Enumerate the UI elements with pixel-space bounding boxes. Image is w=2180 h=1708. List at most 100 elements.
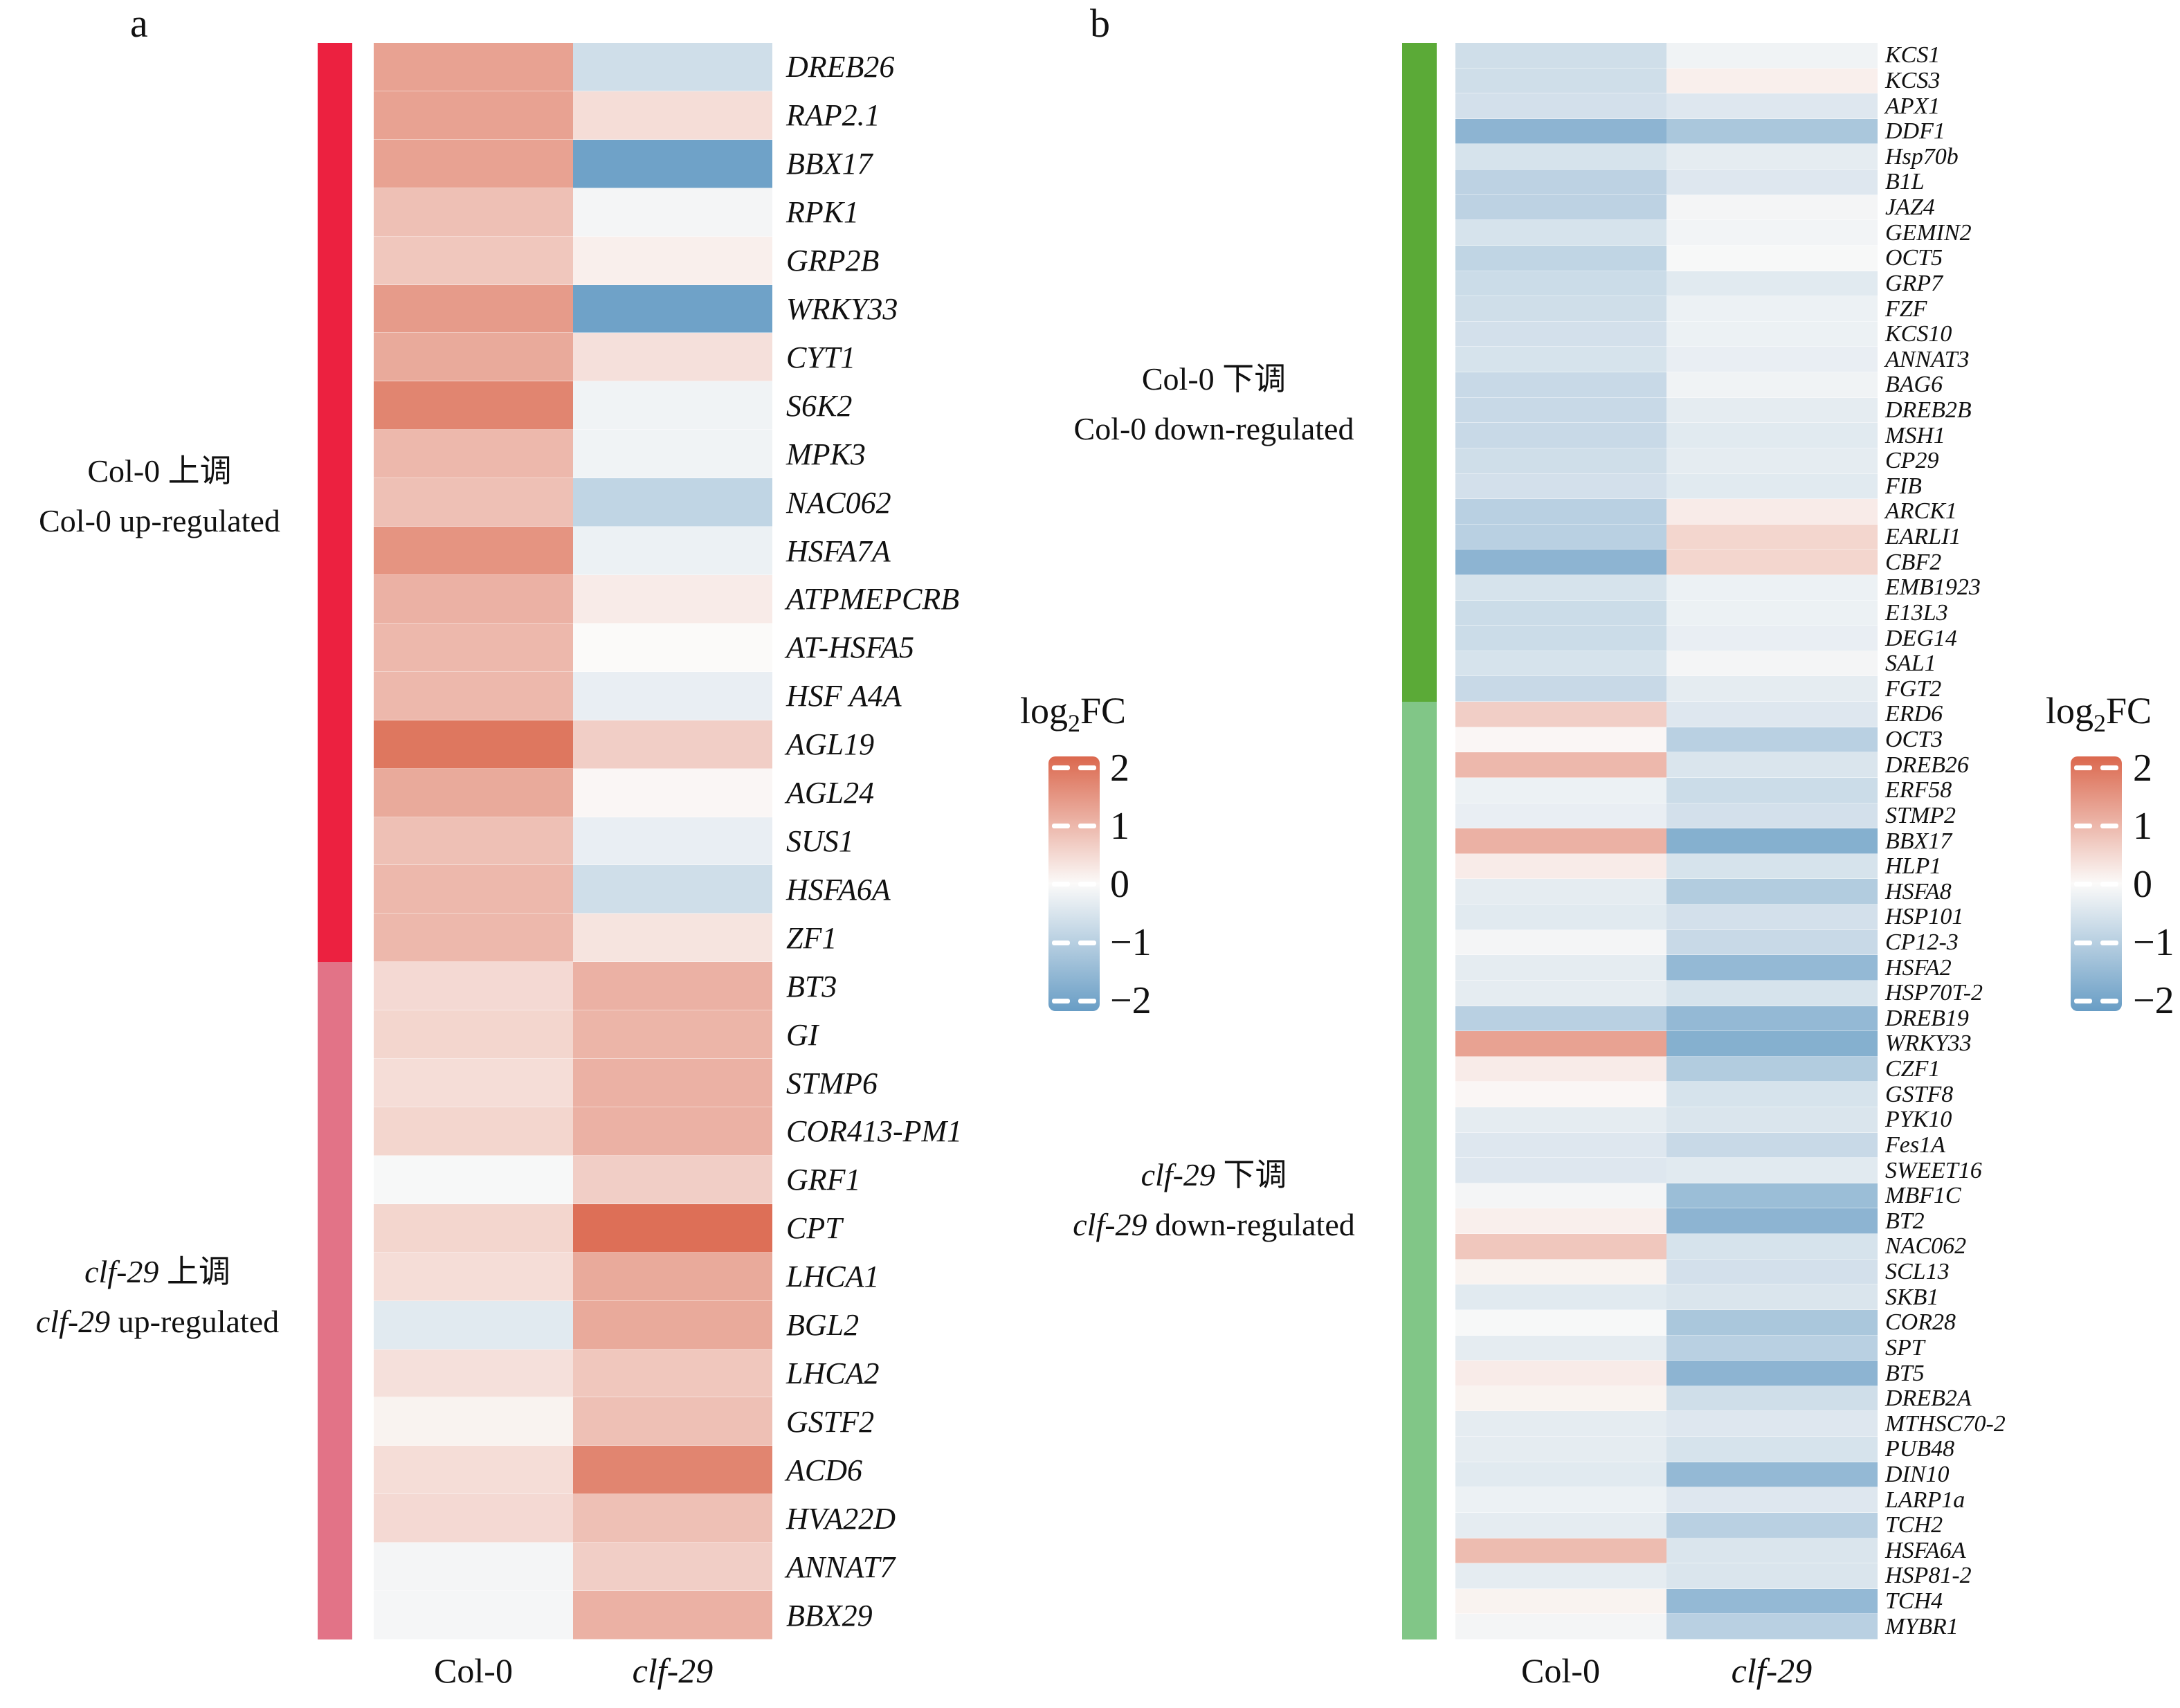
gene-row-label: ARCK1: [1885, 498, 1957, 525]
heatmap-cell: [1455, 828, 1666, 854]
heatmap-cell: [1666, 853, 1878, 880]
heatmap-cell: [1455, 220, 1666, 246]
heatmap-cell: [1666, 1132, 1878, 1159]
legend-tick-dash: [2100, 940, 2118, 945]
heatmap-cell: [374, 1203, 573, 1253]
heatmap-cell: [1455, 1259, 1666, 1285]
legend-tick-dash: [1052, 765, 1070, 771]
heatmap-cell: [1666, 473, 1878, 500]
gene-row-label: NAC062: [1885, 1233, 1967, 1260]
heatmap-cell: [1666, 1006, 1878, 1032]
heatmap-cell: [1666, 423, 1878, 448]
legend-title-part: log: [2046, 690, 2094, 732]
gene-row-label: SAL1: [1885, 651, 1936, 677]
heatmap-cell: [1666, 1361, 1878, 1386]
heatmap-cell: [573, 188, 772, 237]
group-annotation-b2: clf-29 下调 clf-29 down-regulated: [1030, 1150, 1398, 1250]
heatmap-cell: [1455, 144, 1666, 170]
gene-row-label: GEMIN2: [1885, 219, 1972, 246]
heatmap-cell: [1455, 777, 1666, 803]
heatmap-cell: [1455, 1158, 1666, 1183]
gene-row-label: COR28: [1885, 1309, 1956, 1336]
heatmap-cell: [573, 333, 772, 382]
annotation-line-zh: clf-29 上调: [0, 1247, 315, 1297]
heatmap-cell: [1666, 524, 1878, 550]
legend-title-part: FC: [1080, 690, 1127, 732]
gene-row-label: BT2: [1885, 1208, 1925, 1234]
gene-row-label: WRKY33: [1885, 1030, 1972, 1057]
legend-tick-dash: [2100, 998, 2118, 1003]
gene-row-label: GSTF8: [1885, 1081, 1954, 1107]
heatmap-cell: [374, 1494, 573, 1543]
heatmap-cell: [374, 1349, 573, 1398]
heatmap-cell: [1666, 600, 1878, 626]
heatmap-cell: [1666, 929, 1878, 956]
column-label-clf-29: clf-29: [632, 1651, 714, 1690]
gene-row-label: LHCA1: [786, 1260, 880, 1294]
heatmap-cell: [1666, 321, 1878, 347]
heatmap-cell: [1666, 220, 1878, 246]
heatmap-cell: [374, 1059, 573, 1107]
group-bar-b1: [1402, 43, 1437, 702]
gene-row-label: PYK10: [1885, 1107, 1952, 1133]
gene-row-label: MYBR1: [1885, 1613, 1959, 1639]
heatmap-cell: [1666, 828, 1878, 854]
gene-row-label: ANNAT3: [1885, 346, 1970, 372]
gene-row-label: APX1: [1885, 93, 1941, 119]
heatmap-cell: [1455, 448, 1666, 474]
heatmap-cell: [374, 768, 573, 817]
gene-row-label: RPK1: [786, 195, 860, 230]
heatmap-cell: [1455, 499, 1666, 525]
heatmap-cell: [374, 284, 573, 334]
gene-row-label: ERF58: [1885, 777, 1952, 803]
gene-row-label: GRP2B: [786, 244, 880, 278]
annotation-line-zh: Col-0 下调: [1030, 354, 1398, 404]
gene-row-label: DIN10: [1885, 1461, 1950, 1487]
heatmap-cell: [1666, 1487, 1878, 1513]
heatmap-cell: [1666, 803, 1878, 829]
heatmap-cell: [573, 1107, 772, 1156]
legend-tick-dash: [2074, 824, 2092, 829]
heatmap-cell: [1455, 1411, 1666, 1437]
legend-tick-dash: [1078, 882, 1096, 887]
annotation-text-segment: 上调: [158, 1254, 230, 1289]
heatmap-cell: [573, 1349, 772, 1398]
heatmap-cell: [1455, 321, 1666, 347]
legend-tick-dash: [2100, 882, 2118, 887]
gene-row-label: SUS1: [786, 824, 854, 858]
heatmap-cell: [1666, 549, 1878, 575]
heatmap-cell: [1455, 43, 1666, 69]
gene-row-label: DEG14: [1885, 625, 1957, 651]
heatmap-cell: [1666, 980, 1878, 1006]
gene-row-label: B1L: [1885, 169, 1925, 195]
heatmap-cell: [1455, 1006, 1666, 1032]
heatmap-cell: [573, 1155, 772, 1204]
gene-row-label: DREB2A: [1885, 1386, 1972, 1412]
heatmap-cell: [374, 236, 573, 285]
heatmap-cell: [1666, 1284, 1878, 1310]
gene-row-label: HSP70T-2: [1885, 980, 1983, 1006]
heatmap-cell: [1666, 296, 1878, 322]
heatmap-cell: [374, 1300, 573, 1350]
heatmap-cell: [374, 139, 573, 188]
annotation-text-segment: up-regulated: [110, 1304, 280, 1339]
heatmap-cell: [1666, 1107, 1878, 1133]
annotation-text-segment: clf-29: [1141, 1157, 1215, 1192]
heatmap-cell: [374, 1543, 573, 1592]
heatmap-cell: [1666, 397, 1878, 424]
gene-row-label: COR413-PM1: [786, 1114, 963, 1149]
legend-title-part: log: [1020, 690, 1069, 732]
heatmap-cell: [374, 817, 573, 866]
heatmap-cell: [374, 962, 573, 1011]
heatmap-cell: [1455, 1031, 1666, 1057]
heatmap-cell: [1455, 524, 1666, 550]
gene-row-label: SWEET16: [1885, 1157, 1982, 1183]
gene-row-label: FIB: [1885, 473, 1922, 499]
heatmap-cell: [1666, 651, 1878, 677]
heatmap-cell: [1666, 1437, 1878, 1462]
heatmap-cell: [1666, 752, 1878, 778]
heatmap-cell: [1455, 1107, 1666, 1133]
gene-row-label: HSFA2: [1885, 954, 1952, 981]
heatmap-cell: [374, 575, 573, 624]
gene-row-label: GSTF2: [786, 1404, 875, 1439]
